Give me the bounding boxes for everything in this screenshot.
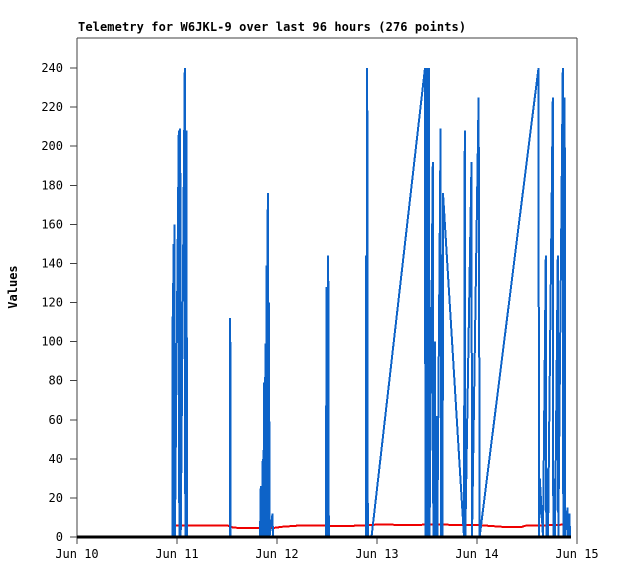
y-tick-label: 80 — [49, 374, 63, 388]
y-tick-label: 20 — [49, 491, 63, 505]
y-tick-label: 240 — [41, 61, 63, 75]
y-tick-label: 60 — [49, 413, 63, 427]
y-tick-label: 220 — [41, 100, 63, 114]
y-tick-label: 180 — [41, 178, 63, 192]
x-tick-label: Jun 10 — [55, 547, 98, 561]
x-tick-label: Jun 13 — [355, 547, 398, 561]
y-tick-label: 0 — [56, 530, 63, 544]
red-channel-line — [176, 523, 570, 530]
y-tick-label: 160 — [41, 217, 63, 231]
y-tick-label: 200 — [41, 139, 63, 153]
x-tick-label: Jun 15 — [555, 547, 598, 561]
chart-title: Telemetry for W6JKL-9 over last 96 hours… — [78, 20, 467, 34]
x-tick-label: Jun 14 — [455, 547, 498, 561]
x-tick-label: Jun 11 — [155, 547, 198, 561]
y-tick-label: 100 — [41, 335, 63, 349]
blue-channel-line — [171, 67, 571, 538]
y-tick-label: 120 — [41, 296, 63, 310]
y-tick-label: 140 — [41, 256, 63, 270]
x-tick-label: Jun 12 — [255, 547, 298, 561]
y-tick-label: 40 — [49, 452, 63, 466]
